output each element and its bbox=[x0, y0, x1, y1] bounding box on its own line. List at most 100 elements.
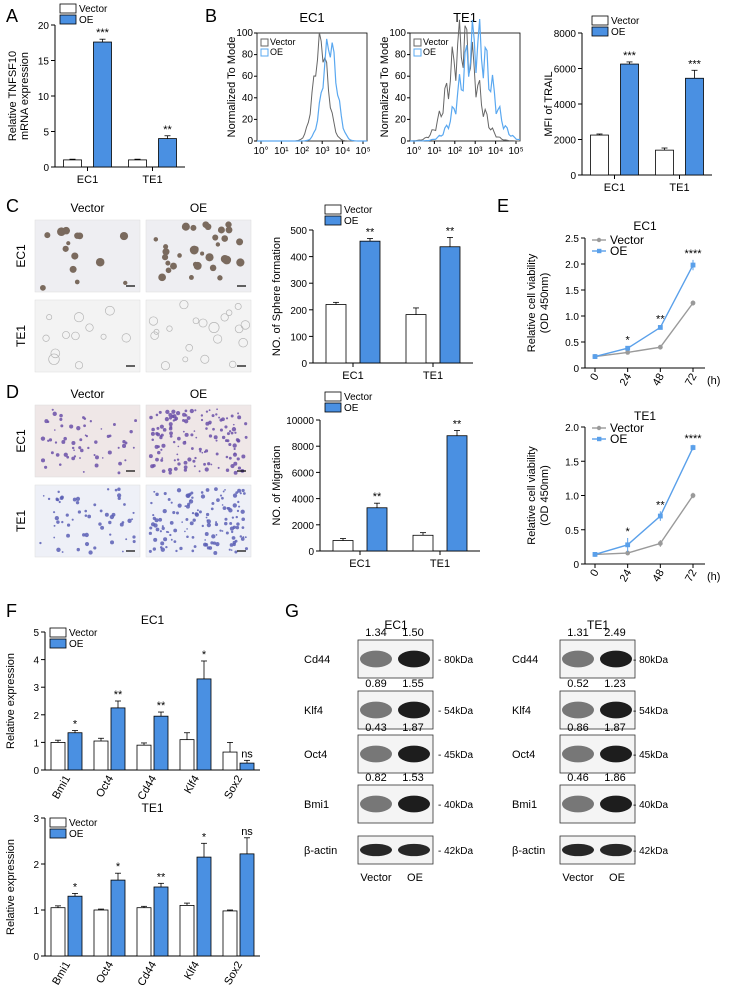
migrated-cell bbox=[203, 462, 206, 466]
sphere-cell bbox=[229, 360, 237, 369]
migrated-cell bbox=[56, 547, 61, 553]
migrated-cell bbox=[221, 417, 225, 422]
migrated-cell bbox=[93, 503, 97, 507]
migrated-cell bbox=[228, 442, 232, 447]
legend-label-oe: OE bbox=[611, 27, 626, 38]
histogram-vector bbox=[409, 19, 521, 142]
category-label-sox2: Sox2 bbox=[222, 960, 245, 988]
bar-vector-te1 bbox=[405, 314, 427, 364]
bar-oe-sox2 bbox=[239, 853, 255, 957]
migrated-cell bbox=[63, 452, 68, 457]
bar-vector-ec1 bbox=[590, 134, 609, 176]
sphere-cell bbox=[66, 241, 71, 246]
migrated-cell bbox=[39, 541, 42, 545]
sphere-cell bbox=[209, 264, 217, 272]
migrated-cell bbox=[232, 443, 237, 448]
sphere-cell bbox=[74, 279, 80, 285]
lane-label-oe: OE bbox=[407, 872, 423, 884]
legend-swatch-vector bbox=[49, 817, 67, 828]
migrated-cell bbox=[192, 518, 196, 522]
bar-oe-te1 bbox=[446, 435, 468, 552]
sphere-cell bbox=[73, 312, 84, 323]
x-tick-label: 10² bbox=[295, 146, 310, 157]
densitometry-value: 0.43 bbox=[365, 722, 386, 734]
migrated-cell bbox=[72, 497, 77, 502]
migrated-cell bbox=[56, 520, 60, 524]
sphere-cell bbox=[225, 221, 232, 228]
flow-title: EC1 bbox=[299, 10, 324, 25]
sphere-cell bbox=[198, 318, 208, 328]
chart-title-F2: TE1 bbox=[141, 801, 163, 815]
migrated-cell bbox=[219, 494, 223, 497]
legend-label-oe: OE bbox=[79, 15, 94, 26]
migrated-cell bbox=[85, 435, 88, 438]
blot-title: EC1 bbox=[384, 618, 408, 632]
migrated-cell bbox=[162, 428, 167, 432]
sphere-cell bbox=[236, 238, 244, 246]
migrated-cell bbox=[233, 461, 238, 466]
y-tick-label-C: 400 bbox=[290, 253, 307, 264]
migrated-cell bbox=[80, 448, 84, 453]
bar-vector-te1 bbox=[412, 534, 434, 552]
protein-band bbox=[600, 650, 632, 668]
sphere-cell bbox=[105, 305, 115, 316]
legend-label-oe: OE bbox=[344, 216, 359, 227]
sphere-cell bbox=[85, 323, 94, 332]
micrograph-image bbox=[34, 299, 141, 373]
migrated-cell bbox=[73, 449, 75, 452]
y-tick-label-F2: 1 bbox=[33, 906, 39, 917]
migrated-cell bbox=[241, 454, 246, 459]
migrated-cell bbox=[222, 506, 227, 510]
bar-vector-sox2 bbox=[222, 910, 238, 957]
sphere-cell bbox=[74, 361, 84, 370]
legend-label-vector: Vector bbox=[610, 421, 644, 435]
migrated-cell bbox=[159, 436, 163, 440]
y-axis-title-F1: Relative expression bbox=[5, 653, 17, 749]
migrated-cell bbox=[231, 536, 236, 540]
y-axis-title-F2: Relative expression bbox=[5, 839, 17, 935]
migrated-cell bbox=[230, 530, 234, 534]
sphere-cell bbox=[162, 248, 170, 256]
migrated-cell bbox=[224, 517, 228, 521]
migrated-cell bbox=[239, 492, 242, 495]
x-tick-label: 10³ bbox=[315, 146, 330, 157]
y-tick-label-B: 4000 bbox=[554, 100, 577, 111]
y-tick-label: 100 bbox=[236, 28, 253, 39]
migrated-cell bbox=[114, 488, 118, 492]
bar-oe-oct4 bbox=[110, 879, 126, 957]
sphere-cell bbox=[121, 333, 131, 343]
sphere-cell bbox=[238, 337, 248, 348]
molecular-weight: - 80kDa bbox=[633, 655, 668, 666]
y-axis-title-E2: Relative cell viability bbox=[526, 446, 538, 545]
migrated-cell bbox=[224, 521, 228, 526]
y-tick-label-B: 6000 bbox=[554, 65, 577, 76]
y-tick-label-F2: 2 bbox=[33, 860, 39, 871]
migrated-cell bbox=[79, 457, 81, 459]
migrated-cell bbox=[200, 491, 204, 494]
migrated-cell bbox=[214, 487, 218, 491]
sphere-cell bbox=[39, 284, 46, 291]
migrated-cell bbox=[95, 455, 99, 460]
migrated-cell bbox=[51, 408, 54, 411]
migrated-cell bbox=[176, 458, 180, 461]
migrated-cell bbox=[200, 418, 204, 422]
migrated-cell bbox=[184, 409, 188, 413]
y-tick-label-F1: 3 bbox=[33, 683, 39, 694]
sphere-cell bbox=[119, 231, 129, 241]
migrated-cell bbox=[204, 539, 206, 541]
data-point-oe bbox=[657, 513, 663, 519]
migrated-cell bbox=[124, 459, 127, 462]
panel-label-f: F bbox=[6, 601, 17, 621]
migrated-cell bbox=[106, 434, 110, 438]
migrated-cell bbox=[84, 514, 88, 517]
protein-band bbox=[398, 745, 430, 763]
y-tick-label-C: 200 bbox=[290, 306, 307, 317]
y-tick-label: 80 bbox=[395, 50, 407, 61]
y-tick-label-D: 0 bbox=[308, 547, 314, 558]
sphere-cell bbox=[170, 262, 177, 270]
y-tick-label-D: 4000 bbox=[292, 495, 315, 506]
flow-histogram-ec1: 0 20 40 60 80 100 10° 10¹ 10² 10³ 10⁴ 10⁵ EC1 Normali… bbox=[226, 10, 371, 157]
sphere-cell bbox=[100, 333, 107, 340]
bar-vector-ec1 bbox=[332, 540, 354, 552]
migrated-cell bbox=[208, 409, 211, 412]
